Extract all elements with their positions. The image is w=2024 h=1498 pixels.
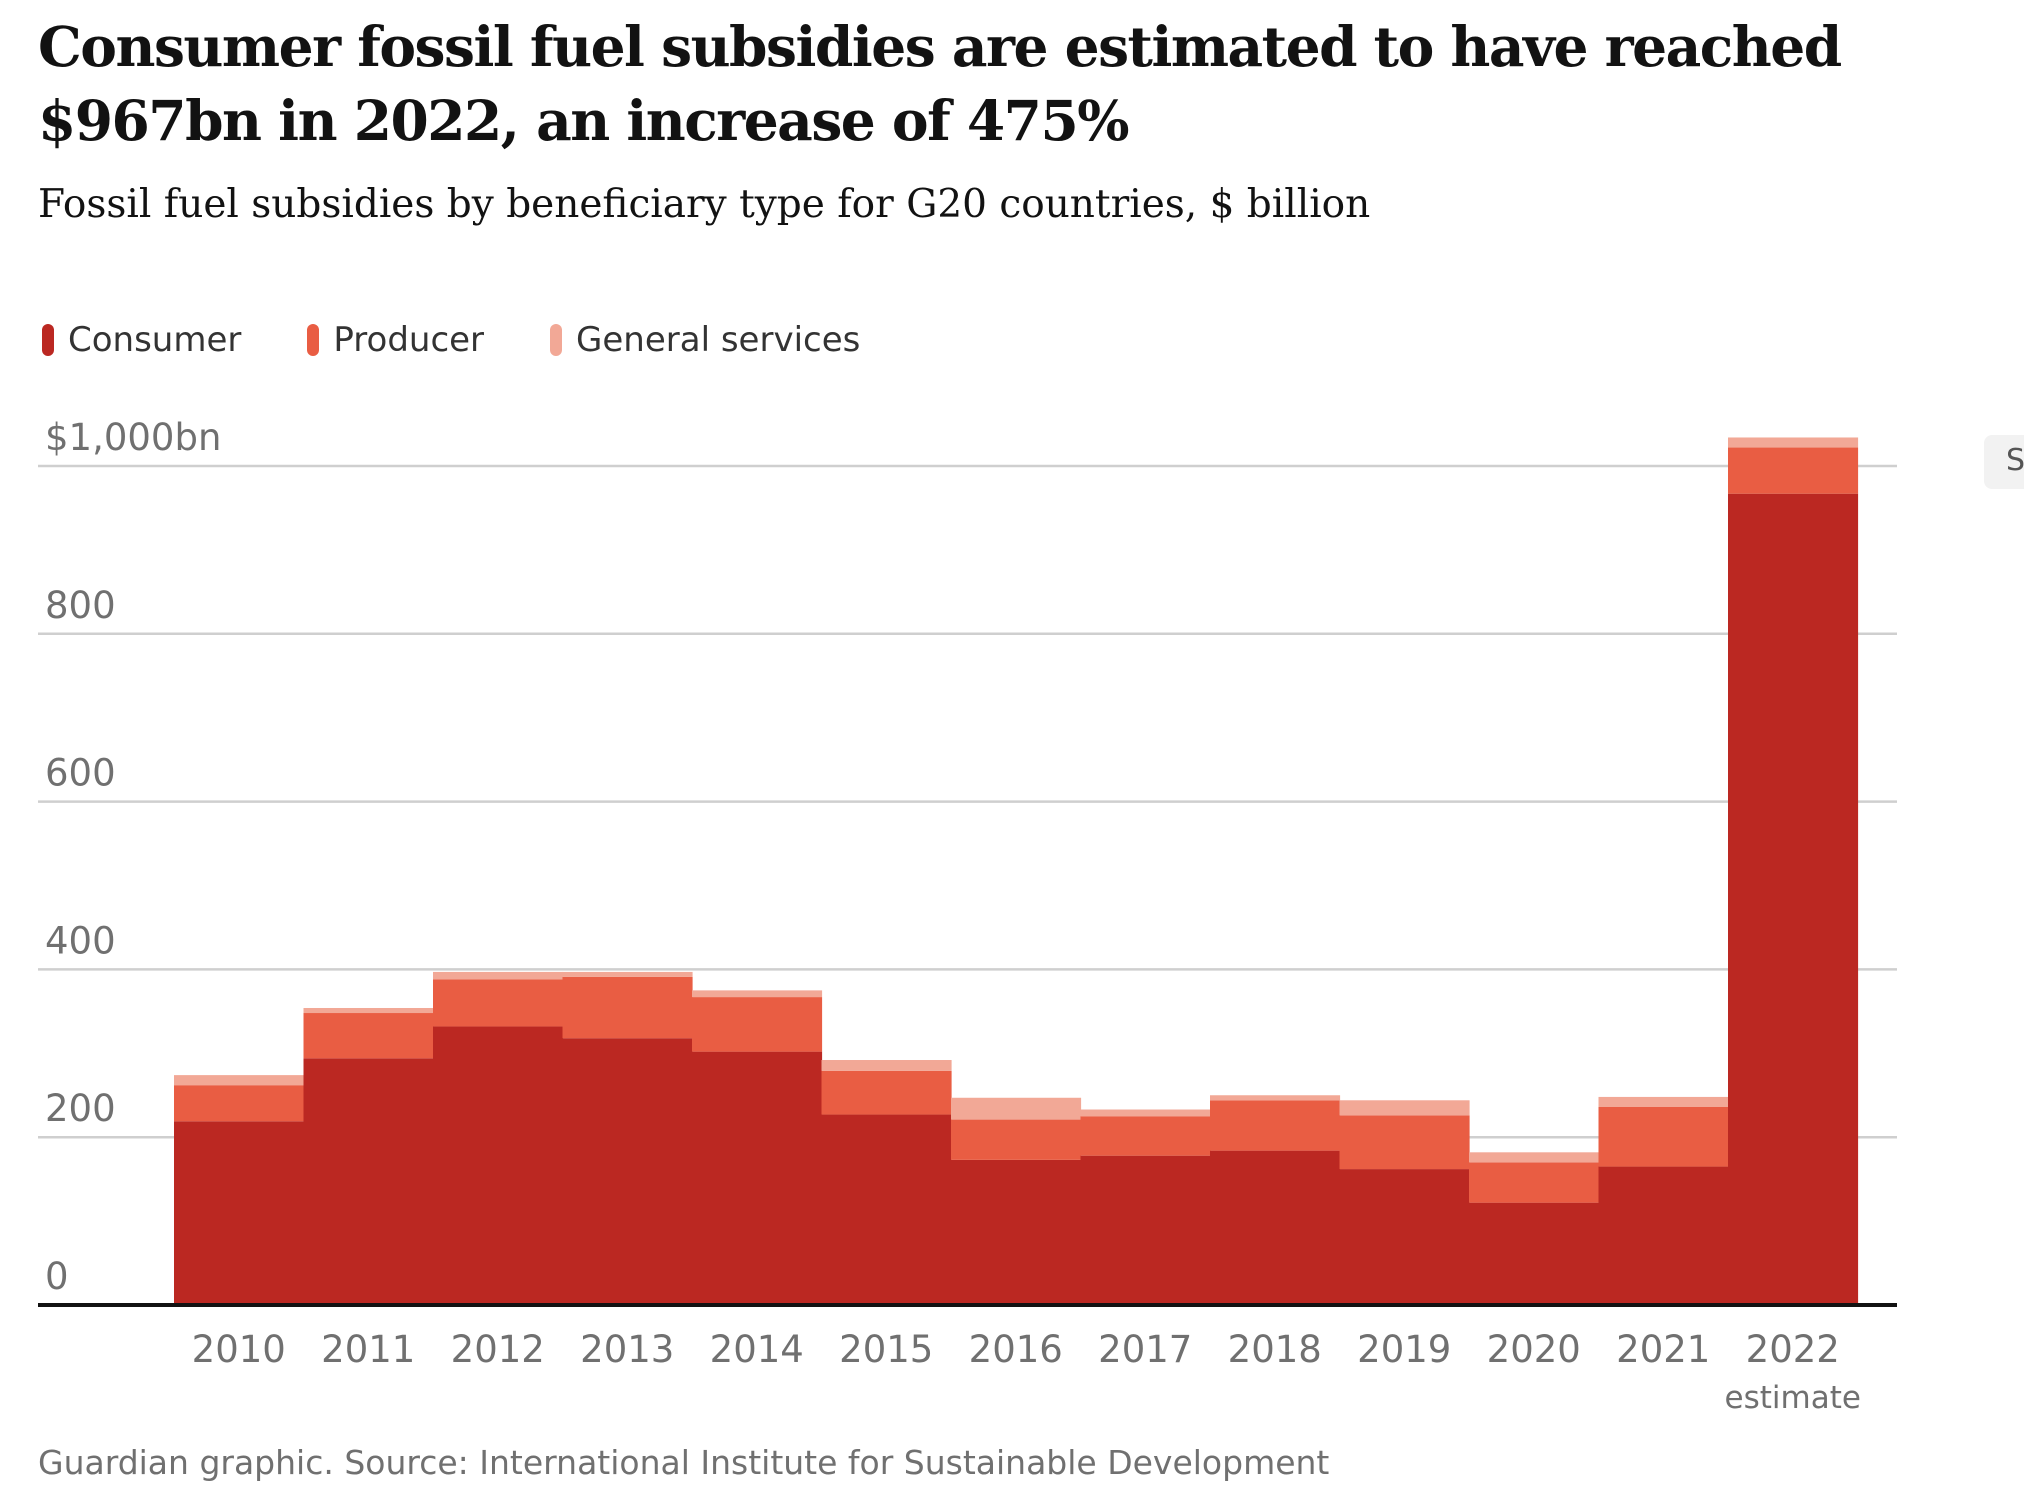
bar-segment-producer (821, 1070, 952, 1115)
bar-segment-general-services (174, 1075, 305, 1086)
y-tick-label: $1,000bn (45, 416, 221, 459)
bar-segment-consumer (692, 1051, 823, 1305)
bar-segment-consumer (1469, 1202, 1600, 1305)
bar-segment-producer (1469, 1162, 1600, 1203)
x-tick-label: 2015 (839, 1328, 933, 1371)
y-tick-label: 600 (45, 752, 116, 795)
y-tick-label: 200 (45, 1087, 116, 1130)
x-tick-sublabel: estimate (1725, 1380, 1861, 1416)
bar-segment-producer (1210, 1100, 1341, 1151)
x-tick-label: 2020 (1487, 1328, 1581, 1371)
bar-segment-producer (562, 976, 693, 1039)
bar-segment-consumer (174, 1121, 305, 1305)
x-tick-label: 2012 (451, 1328, 545, 1371)
bar-segment-consumer (303, 1058, 434, 1305)
legend-item-general-services: General services (550, 320, 860, 360)
side-tab[interactable]: S (1984, 435, 2024, 489)
legend-label-consumer: Consumer (68, 320, 242, 360)
legend-swatch-general-services (550, 324, 563, 356)
bar-segment-consumer (1210, 1150, 1341, 1305)
x-tick-label: 2022 (1746, 1328, 1840, 1371)
source-note: Guardian graphic. Source: International … (38, 1443, 1330, 1482)
legend-label-producer: Producer (333, 320, 485, 360)
legend-item-producer: Producer (307, 320, 484, 360)
bar-segment-general-services (1728, 437, 1859, 448)
bar-segment-consumer (1598, 1166, 1729, 1305)
x-tick-label: 2014 (710, 1328, 804, 1371)
bar-segment-consumer (1080, 1155, 1211, 1305)
bar-segment-general-services (1080, 1109, 1211, 1117)
x-tick-label: 2018 (1228, 1328, 1322, 1371)
legend-swatch-consumer (42, 324, 54, 356)
x-tick-label: 2016 (969, 1328, 1063, 1371)
x-tick-label: 2011 (321, 1328, 415, 1371)
bar-segment-producer (433, 979, 564, 1027)
legend-item-consumer: Consumer (42, 320, 241, 360)
bar-segment-consumer (821, 1114, 952, 1305)
legend-label-general-services: General services (576, 320, 861, 360)
bar-segment-consumer (562, 1038, 693, 1305)
x-tick-label: 2010 (192, 1328, 286, 1371)
bar-segment-producer (1598, 1106, 1729, 1167)
bar-segment-producer (1728, 447, 1859, 494)
chart-subtitle: Fossil fuel subsidies by beneficiary typ… (38, 182, 1371, 227)
bar-segment-general-services (1339, 1100, 1470, 1116)
bar-segment-producer (303, 1013, 434, 1059)
bar-segment-consumer (1339, 1169, 1470, 1305)
bar-segment-general-services (303, 1007, 434, 1014)
x-tick-label: 2021 (1616, 1328, 1710, 1371)
bar-segment-producer (951, 1119, 1082, 1160)
bar-segment-consumer (433, 1026, 564, 1305)
chart-title: Consumer fossil fuel subsidies are estim… (38, 14, 1842, 153)
y-tick-label: 400 (45, 919, 116, 962)
bar-segment-general-services (692, 990, 823, 998)
bar-segment-producer (174, 1085, 305, 1122)
bar-segment-producer (1080, 1116, 1211, 1156)
legend-swatch-producer (307, 324, 320, 356)
bar-segment-general-services (951, 1097, 1082, 1120)
bar-segment-general-services (1210, 1095, 1341, 1101)
bar-segment-general-services (562, 971, 693, 977)
y-tick-label: 0 (45, 1255, 69, 1298)
x-tick-label: 2019 (1357, 1328, 1451, 1371)
legend: Consumer Producer General services (42, 320, 926, 360)
y-tick-label: 800 (45, 584, 116, 627)
x-tick-label: 2013 (580, 1328, 674, 1371)
side-tab-label: S (2006, 443, 2024, 478)
bar-segment-general-services (821, 1060, 952, 1071)
bar-segment-producer (1339, 1115, 1470, 1170)
bar-segment-general-services (1598, 1096, 1729, 1107)
bar-segment-general-services (1469, 1152, 1600, 1163)
bar-segment-general-services (433, 971, 564, 980)
bar-segment-consumer (1728, 493, 1859, 1305)
bar-segment-producer (692, 997, 823, 1052)
x-tick-label: 2017 (1098, 1328, 1192, 1371)
bar-segment-consumer (951, 1159, 1082, 1305)
